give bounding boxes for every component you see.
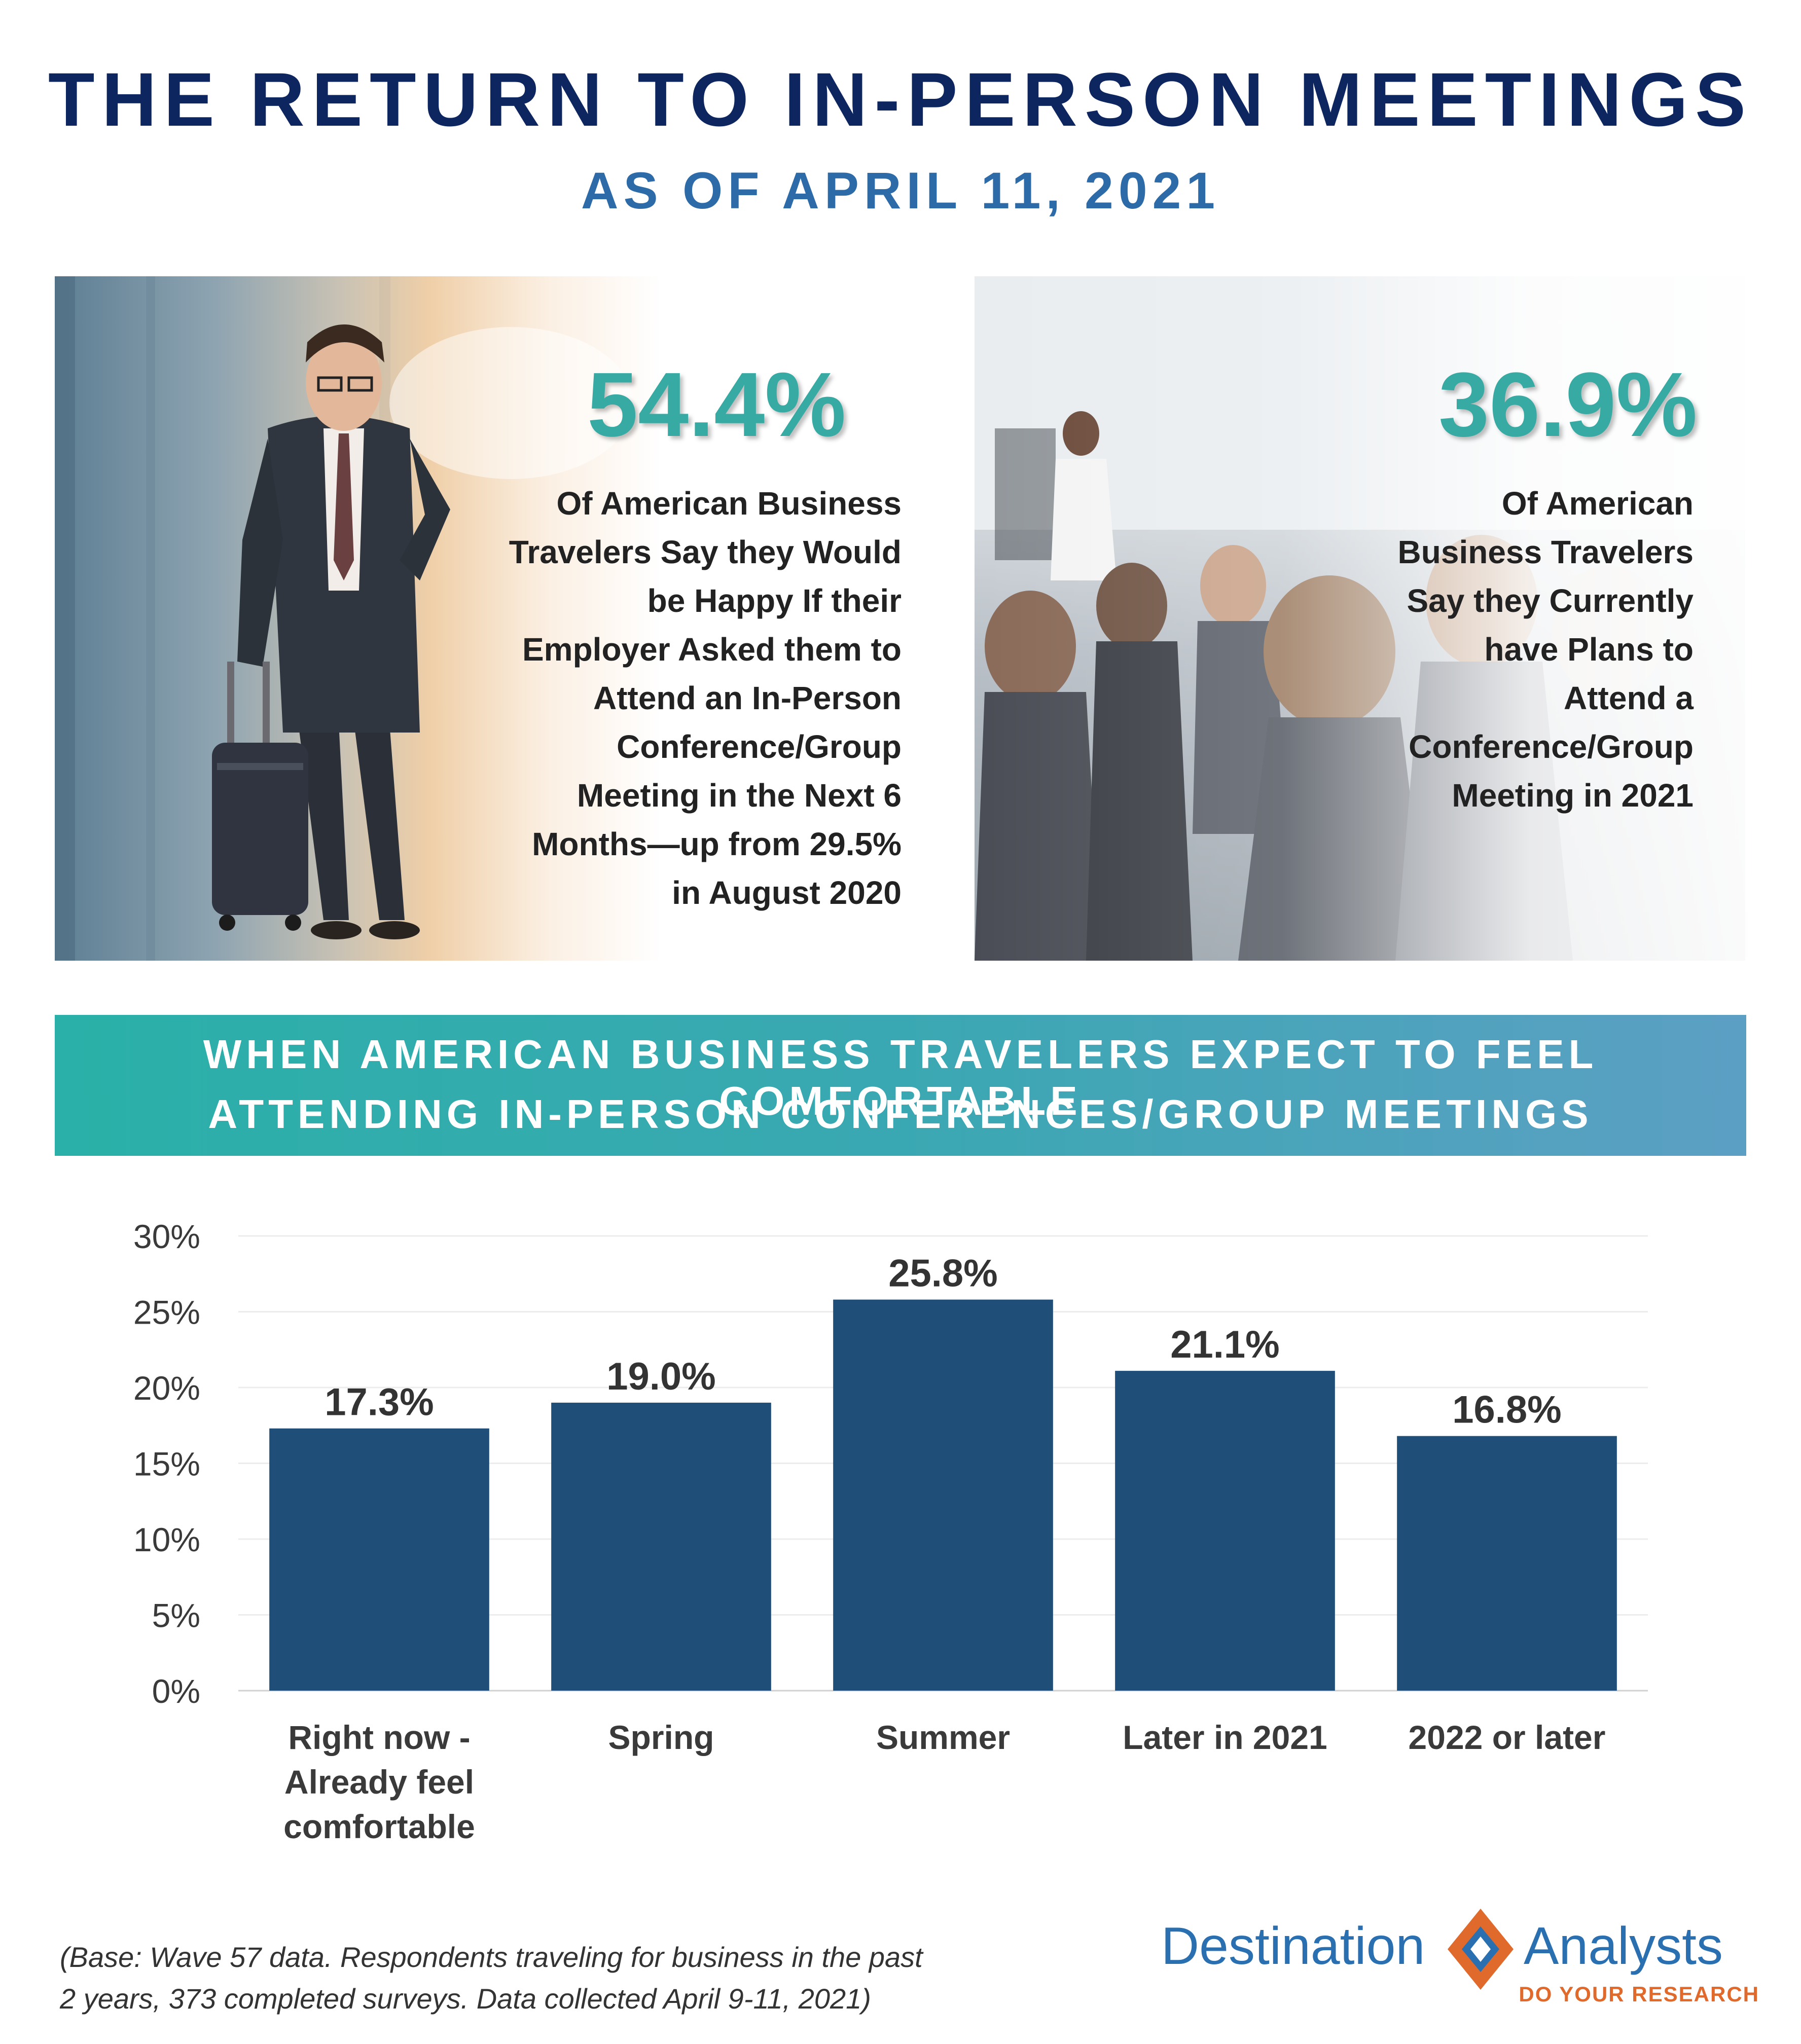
chart-title-line-2: ATTENDING IN-PERSON CONFERENCES/GROUP ME… bbox=[208, 1091, 1593, 1137]
stat-description-plans-to-attend: Of American Business Travelers Say they … bbox=[1397, 485, 1694, 814]
data-label: 19.0% bbox=[606, 1355, 716, 1398]
y-tick-label: 0% bbox=[152, 1672, 200, 1710]
y-tick-label: 30% bbox=[133, 1218, 200, 1255]
conference-photo-panel: 36.9% Of American Business Travelers Say… bbox=[975, 276, 1745, 961]
logo-tagline: DO YOUR RESEARCH bbox=[1519, 1982, 1759, 2006]
logo-word-destination: Destination bbox=[1161, 1917, 1425, 1976]
footnote: (Base: Wave 57 data. Respondents traveli… bbox=[60, 1941, 923, 2015]
category-label: Spring bbox=[608, 1719, 714, 1756]
destination-analysts-logo: Destination Analysts DO YOUR RESEARCH bbox=[1161, 1906, 1759, 2008]
category-label: 2022 or later bbox=[1409, 1719, 1606, 1756]
category-label: Right now -Already feel comfortable bbox=[283, 1719, 475, 1845]
bar bbox=[551, 1402, 771, 1691]
stat-value-happy-to-attend: 54.4% bbox=[587, 354, 846, 456]
bar bbox=[1115, 1371, 1335, 1691]
stat-value-plans-to-attend: 36.9% bbox=[1438, 354, 1698, 456]
diamond-logo-icon bbox=[1448, 1909, 1514, 1990]
y-tick-label: 25% bbox=[133, 1294, 200, 1331]
bar-chart: 0% 5% 10% 15% 20% 25% 30% 17.3% 19.0% 25.8% 21.1%… bbox=[133, 1218, 1648, 1845]
page-subtitle: AS OF APRIL 11, 2021 bbox=[581, 162, 1220, 220]
bar bbox=[269, 1428, 489, 1691]
y-axis-tick-labels: 0% 5% 10% 15% 20% 25% 30% bbox=[133, 1218, 200, 1710]
data-label: 25.8% bbox=[888, 1252, 998, 1295]
chart-title-banner: WHEN AMERICAN BUSINESS TRAVELERS EXPECT … bbox=[55, 1015, 1746, 1156]
data-labels: 17.3% 19.0% 25.8% 21.1% 16.8% bbox=[325, 1252, 1562, 1432]
businessman-photo-panel: 54.4% Of American Business Travelers Say… bbox=[55, 276, 947, 961]
category-labels: Right now -Already feel comfortable Spring… bbox=[283, 1719, 1605, 1845]
chart-title-line-1: WHEN AMERICAN BUSINESS TRAVELERS EXPECT … bbox=[203, 1032, 1598, 1123]
y-tick-label: 20% bbox=[133, 1369, 200, 1407]
y-tick-label: 15% bbox=[133, 1445, 200, 1483]
data-label: 21.1% bbox=[1170, 1323, 1280, 1366]
category-label: Later in 2021 bbox=[1123, 1719, 1327, 1756]
y-tick-label: 5% bbox=[152, 1597, 200, 1634]
category-label: Summer bbox=[876, 1719, 1010, 1756]
bar bbox=[833, 1299, 1053, 1691]
page-title: THE RETURN TO IN-PERSON MEETINGS bbox=[48, 57, 1753, 142]
bar bbox=[1397, 1436, 1617, 1691]
y-tick-label: 10% bbox=[133, 1521, 200, 1558]
logo-word-analysts: Analysts bbox=[1524, 1917, 1723, 1976]
bars bbox=[269, 1299, 1617, 1691]
businessman-photo bbox=[55, 276, 633, 961]
stat-description-happy-to-attend: Of American Business Travelers Say they … bbox=[509, 485, 902, 911]
data-label: 16.8% bbox=[1452, 1389, 1562, 1432]
photo-fade-overlay bbox=[975, 276, 1745, 961]
data-label: 17.3% bbox=[325, 1381, 434, 1424]
